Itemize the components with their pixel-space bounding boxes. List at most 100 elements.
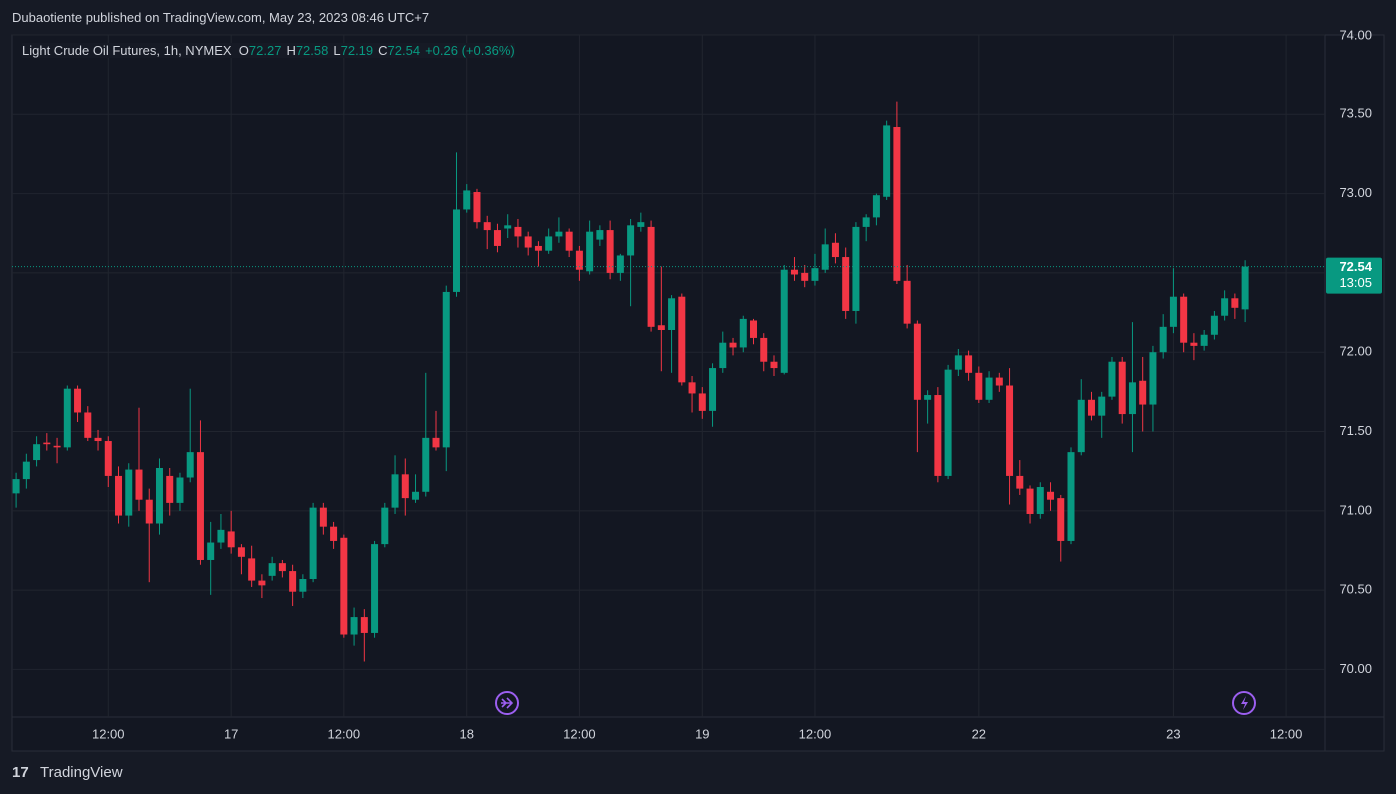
candle-body [1180, 296, 1188, 343]
candle-body [1159, 326, 1167, 353]
replay-icon[interactable] [495, 691, 519, 715]
candle-body [1139, 380, 1147, 405]
candle-body [1128, 382, 1136, 415]
candle-body [330, 526, 338, 541]
candle-body [893, 126, 901, 281]
y-tick-label: 70.00 [1339, 661, 1372, 676]
candle-body [1231, 298, 1239, 308]
chart-pane [11, 34, 1385, 752]
candle-body [135, 469, 143, 500]
candle-body [381, 507, 389, 545]
candle-body [668, 298, 676, 331]
candle-body [217, 529, 225, 543]
ohlc-label: O [238, 43, 249, 58]
x-tick-label: 12:00 [92, 726, 125, 741]
flash-icon[interactable] [1232, 691, 1256, 715]
ohlc-value: 72.19 [340, 43, 374, 58]
candle-body [1036, 487, 1044, 514]
candle-body [22, 461, 30, 480]
candle-body [1006, 385, 1014, 476]
candle-body [104, 441, 112, 476]
brand: TradingView [40, 764, 123, 781]
candle-body [422, 437, 430, 492]
candle-body [637, 222, 645, 227]
candle-body [862, 217, 870, 227]
legend: Light Crude Oil Futures, 1h, NYMEX O72.2… [22, 43, 515, 58]
ohlc: O72.27 H72.58 L72.19 C72.54 [239, 43, 425, 58]
candle-body [248, 558, 256, 581]
candle-body [913, 323, 921, 400]
y-tick-label: 73.00 [1339, 185, 1372, 200]
ohlc-value: 72.54 [387, 43, 421, 58]
candle-body [493, 230, 501, 246]
candle-body [924, 395, 932, 400]
candle-body [1108, 361, 1116, 397]
candle-body [299, 579, 307, 592]
candle-body [545, 236, 553, 251]
brand-logo: 17 [12, 764, 29, 781]
candle-body [1118, 361, 1126, 415]
candle-body [965, 355, 973, 373]
candle-body [616, 255, 624, 273]
candle-body [1169, 296, 1177, 327]
x-tick-label: 17 [224, 726, 238, 741]
candle-body [719, 342, 727, 369]
candle-body [412, 491, 420, 500]
candle-body [801, 272, 809, 281]
candle-body [155, 467, 163, 524]
candle-body [53, 445, 61, 448]
candle-body [1149, 352, 1157, 405]
candle-body [1057, 498, 1065, 541]
candle-body [442, 291, 450, 448]
candle-body [657, 325, 665, 331]
candle-body [166, 475, 174, 503]
candle-body [473, 192, 481, 223]
y-tick-label: 72.00 [1339, 344, 1372, 359]
candle-body [709, 368, 717, 411]
last-price-box [1326, 257, 1382, 294]
candle-body [739, 318, 747, 348]
candle-body [1026, 488, 1034, 514]
candle-body [319, 507, 327, 527]
candle-body [227, 531, 235, 548]
x-tick-label: 23 [1166, 726, 1180, 741]
candle-body [74, 388, 82, 413]
candle-body [1067, 452, 1075, 541]
candle-body [534, 245, 542, 251]
candle-body [371, 544, 379, 633]
candle-body [811, 268, 819, 281]
candle-body [760, 337, 768, 362]
candle-body [790, 269, 798, 275]
candle-body [985, 377, 993, 400]
candle-body [944, 369, 952, 476]
candle-body [831, 242, 839, 258]
candle-body [575, 250, 583, 270]
candle-body [524, 236, 532, 248]
candle-body [1200, 334, 1208, 346]
candle-body [1221, 298, 1229, 316]
candle-body [954, 355, 962, 370]
candle-body [821, 244, 829, 270]
candle-body [463, 190, 471, 210]
candle-body [125, 469, 133, 516]
x-tick-label: 12:00 [563, 726, 596, 741]
y-tick-label: 74.00 [1339, 27, 1372, 42]
candle-body [627, 225, 635, 256]
candle-body [1087, 399, 1095, 416]
candle-body [258, 580, 266, 586]
symbol: Light Crude Oil Futures, 1h, NYMEX [22, 43, 232, 58]
candle-body [84, 412, 92, 438]
candle-body [903, 280, 911, 324]
candle-body [145, 499, 153, 524]
last-price-label: 72.54 [1339, 259, 1372, 274]
candle-body [1098, 396, 1106, 416]
candle-body [196, 452, 204, 560]
candle-body [883, 125, 891, 197]
x-tick-label: 19 [695, 726, 709, 741]
published-note: Dubaotiente published on TradingView.com… [12, 10, 430, 25]
candle-body [678, 296, 686, 383]
ohlc-value: 72.58 [295, 43, 329, 58]
candle-body [729, 342, 737, 348]
candle-body [750, 320, 758, 338]
candle-body [688, 382, 696, 394]
